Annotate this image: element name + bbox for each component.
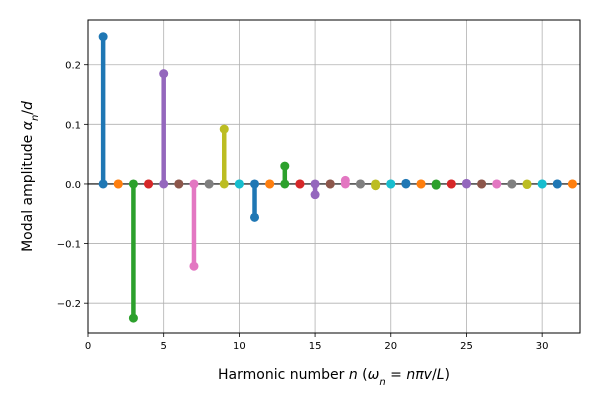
stem-head-marker [204, 179, 214, 189]
stem-head-marker [159, 69, 169, 79]
stem-base-marker [128, 179, 138, 189]
stem-n19 [371, 179, 381, 191]
stem-n17 [340, 175, 350, 189]
stem-n7 [189, 179, 199, 271]
stem-base-marker [219, 179, 229, 189]
stem-n28 [507, 179, 517, 189]
stem-head-marker [250, 212, 260, 222]
stem-head-marker [386, 179, 396, 189]
stem-n15 [310, 179, 320, 200]
stem-n24 [446, 179, 456, 189]
stem-n30 [537, 179, 547, 189]
stem-head-marker [492, 179, 502, 189]
stem-n23 [431, 179, 441, 190]
y-tick-label: −0.2 [57, 299, 81, 310]
x-axis-label: Harmonic number n (ωn = nπv/L) [218, 367, 450, 388]
x-tick-label: 30 [536, 341, 549, 352]
stem-n31 [552, 179, 562, 189]
stem-base-marker [310, 179, 320, 189]
stem-n3 [128, 179, 138, 323]
x-tick-label: 10 [233, 341, 246, 352]
x-tick-label: 0 [85, 341, 91, 352]
stem-head-marker [537, 179, 547, 189]
stem-n4 [144, 179, 154, 189]
stem-n21 [401, 178, 411, 189]
stem-n22 [416, 179, 426, 189]
stem-head-marker [98, 32, 108, 42]
stem-head-marker [189, 261, 199, 271]
stem-n13 [280, 161, 290, 189]
x-tick-label: 5 [161, 341, 167, 352]
axes-frame [87, 19, 581, 334]
x-tick-label: 20 [384, 341, 397, 352]
stem-head-marker [522, 180, 532, 190]
stem-head-marker [128, 313, 138, 323]
stem-head-marker [371, 181, 381, 191]
stem-head-marker [144, 179, 154, 189]
stem-n25 [461, 178, 471, 189]
stem-n18 [355, 179, 365, 189]
stem-head-marker [174, 179, 184, 189]
stem-n14 [295, 179, 305, 189]
stem-head-marker [310, 190, 320, 200]
y-tick-label: 0.2 [65, 61, 81, 72]
stem-n16 [325, 179, 335, 189]
y-tick-label: 0.1 [65, 120, 81, 131]
stem-base-marker [159, 179, 169, 189]
stem-n2 [113, 179, 123, 189]
stem-head-marker [446, 179, 456, 189]
stem-n6 [174, 179, 184, 189]
stem-layer [98, 32, 577, 323]
stem-base-marker [250, 179, 260, 189]
stem-n9 [219, 124, 229, 189]
stem-head-marker [461, 178, 471, 188]
stem-base-marker [189, 179, 199, 189]
stem-head-marker [280, 161, 290, 171]
stem-head-marker [113, 179, 123, 189]
tick-layer: 0 5 10 15 20 25 30 −0.2 −0.1 0.0 0.1 0.2 [57, 61, 549, 352]
stem-n26 [477, 179, 487, 189]
stem-head-marker [234, 179, 244, 189]
stem-head-marker [552, 179, 562, 189]
stem-n12 [265, 179, 275, 189]
stem-n29 [522, 179, 532, 190]
stem-n10 [234, 179, 244, 189]
stem-base-marker [98, 179, 108, 189]
stem-head-marker [567, 179, 577, 189]
stem-head-marker [325, 179, 335, 189]
x-tick-label: 25 [460, 341, 473, 352]
y-tick-label: −0.1 [57, 240, 81, 251]
stem-head-marker [477, 179, 487, 189]
stem-head-marker [355, 179, 365, 189]
stem-n5 [159, 69, 169, 189]
stem-n8 [204, 179, 214, 189]
stem-head-marker [265, 179, 275, 189]
y-tick-label: 0.0 [65, 180, 81, 191]
stem-head-marker [295, 179, 305, 189]
stem-n20 [386, 179, 396, 189]
stem-n1 [98, 32, 108, 189]
stem-head-marker [219, 124, 229, 134]
stem-base-marker [280, 179, 290, 189]
stem-head-marker [507, 179, 517, 189]
stem-n11 [250, 179, 260, 222]
x-tick-label: 15 [309, 341, 322, 352]
y-axis-label: Modal amplitude αn/d [20, 101, 41, 252]
stem-n27 [492, 179, 502, 189]
stem-head-marker [416, 179, 426, 189]
stem-head-marker [431, 180, 441, 190]
stem-head-marker [401, 178, 411, 188]
stem-head-marker [340, 175, 350, 185]
stem-n32 [567, 179, 577, 189]
